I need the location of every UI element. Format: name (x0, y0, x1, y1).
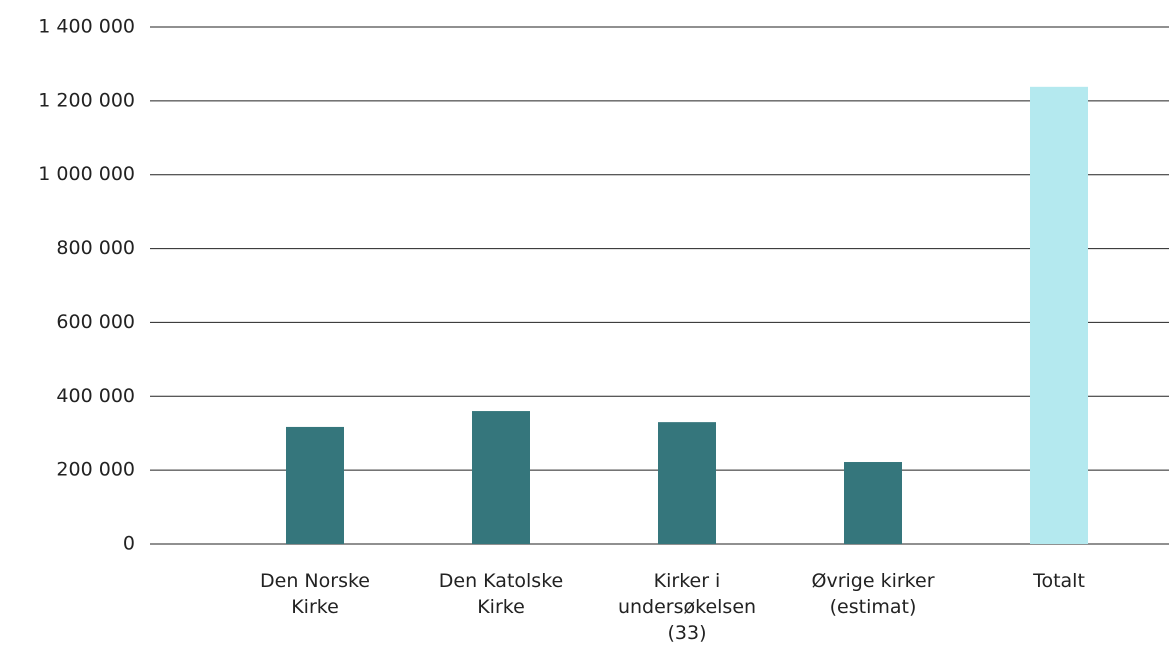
y-tick-label: 800 000 (56, 237, 135, 259)
x-tick-label: Øvrige kirker (estimat) (811, 570, 935, 618)
y-tick-label: 0 (123, 533, 135, 555)
x-tick-label: Totalt (1033, 570, 1085, 592)
y-tick-label: 200 000 (56, 459, 135, 481)
bar (844, 462, 902, 544)
bar (658, 422, 716, 544)
y-tick-label: 400 000 (56, 385, 135, 407)
bar (286, 426, 344, 544)
bar (472, 411, 530, 544)
x-tick-label: Kirker i undersøkelsen (33) (617, 570, 757, 644)
bar (1030, 86, 1088, 545)
x-tick-label: Den Katolske Kirke (438, 570, 564, 618)
y-tick-label: 600 000 (56, 311, 135, 333)
y-tick-label: 1 000 000 (38, 163, 135, 185)
x-tick-label: Den Norske Kirke (260, 570, 370, 618)
y-tick-label: 1 400 000 (38, 16, 135, 38)
y-tick-label: 1 200 000 (38, 89, 135, 111)
